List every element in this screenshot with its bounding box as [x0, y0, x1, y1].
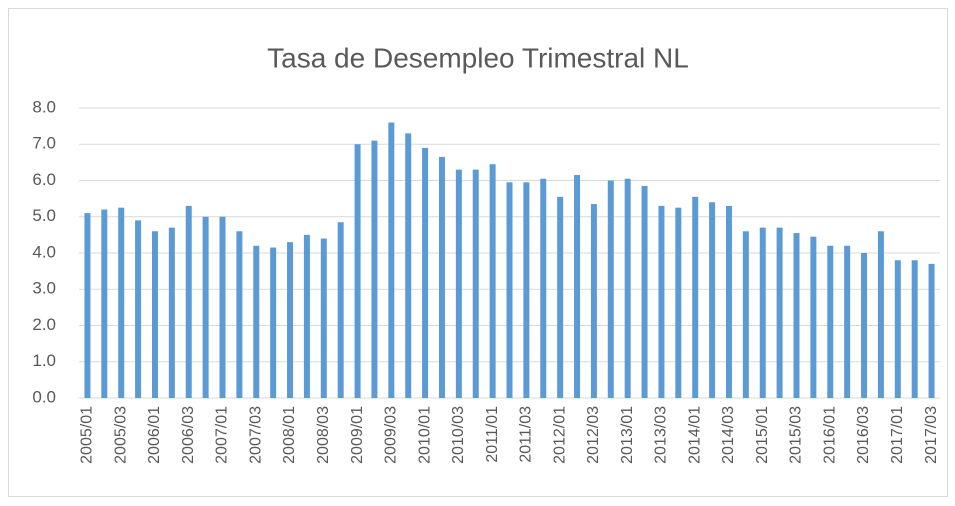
bar — [151, 231, 158, 398]
x-tick-label: 2007/01 — [214, 406, 231, 464]
bar — [692, 196, 699, 398]
y-tick-label: 0.0 — [32, 387, 56, 406]
bar — [709, 202, 716, 398]
bar — [810, 236, 817, 398]
bar — [236, 231, 243, 398]
bar — [506, 182, 513, 398]
bar — [472, 169, 479, 398]
x-tick-label: 2011/01 — [484, 406, 501, 463]
x-tick-label: 2014/03 — [720, 406, 737, 464]
x-tick-label: 2005/01 — [79, 406, 96, 464]
bar — [270, 247, 277, 398]
x-tick-label: 2015/01 — [754, 406, 771, 464]
bar — [590, 204, 597, 398]
bar — [388, 122, 395, 398]
bar — [742, 231, 749, 398]
bar — [861, 253, 868, 398]
bar — [523, 182, 530, 398]
bar — [776, 227, 783, 398]
x-tick-label: 2016/01 — [821, 406, 838, 464]
x-tick-label: 2009/03 — [383, 406, 400, 464]
bar — [168, 227, 175, 398]
x-tick-label: 2006/03 — [180, 406, 197, 464]
x-tick-label: 2008/01 — [281, 406, 298, 464]
bar — [675, 207, 682, 398]
x-tick-label: 2005/03 — [112, 406, 129, 464]
x-tick-label: 2010/03 — [450, 406, 467, 464]
bar — [793, 233, 800, 398]
bar — [827, 245, 834, 398]
bar — [759, 227, 766, 398]
bar — [489, 164, 496, 398]
x-tick-label: 2007/03 — [247, 406, 264, 464]
x-tick-label: 2014/01 — [686, 406, 703, 464]
bar — [574, 175, 581, 398]
bar — [253, 245, 260, 398]
x-tick-label: 2013/01 — [619, 406, 636, 464]
x-tick-label: 2016/03 — [855, 406, 872, 464]
x-tick-label: 2017/03 — [923, 406, 940, 464]
bar — [135, 220, 142, 398]
bar — [894, 260, 901, 398]
bar — [287, 242, 294, 398]
bar — [101, 209, 108, 398]
bar — [725, 205, 732, 398]
bar — [84, 213, 91, 398]
x-tick-label: 2015/03 — [788, 406, 805, 464]
x-tick-label: 2013/03 — [653, 406, 670, 464]
y-tick-label: 5.0 — [32, 206, 56, 225]
bar — [844, 245, 851, 398]
x-tick-label: 2009/01 — [349, 406, 366, 464]
bar — [405, 133, 412, 398]
bar — [219, 216, 226, 398]
x-tick-label: 2017/01 — [889, 406, 906, 464]
bar — [320, 238, 327, 398]
bar — [928, 263, 935, 398]
y-tick-label: 3.0 — [32, 279, 56, 298]
y-tick-label: 2.0 — [32, 315, 56, 334]
x-tick-label: 2006/01 — [146, 406, 163, 464]
bar — [422, 147, 429, 398]
bar — [557, 196, 564, 398]
x-tick-label: 2012/01 — [551, 406, 568, 464]
bar — [185, 205, 192, 398]
bar — [641, 185, 648, 398]
chart-title: Tasa de Desempleo Trimestral NL — [267, 42, 689, 73]
bar — [202, 216, 209, 398]
bar — [354, 144, 361, 398]
bar — [455, 169, 462, 398]
bar — [118, 207, 125, 398]
y-tick-label: 1.0 — [32, 351, 56, 370]
x-tick-label: 2008/03 — [315, 406, 332, 464]
bar — [877, 231, 884, 398]
bar — [438, 156, 445, 398]
bar — [624, 178, 631, 398]
bar — [658, 205, 665, 398]
y-tick-label: 4.0 — [32, 242, 56, 261]
y-tick-label: 8.0 — [32, 97, 56, 116]
bar — [607, 180, 614, 398]
bar — [911, 260, 918, 398]
x-tick-label: 2011/03 — [518, 406, 535, 463]
y-tick-label: 7.0 — [32, 134, 56, 153]
bar — [303, 234, 310, 398]
bar — [371, 140, 378, 398]
y-tick-label: 6.0 — [32, 170, 56, 189]
bar — [540, 178, 547, 398]
x-tick-label: 2012/03 — [585, 406, 602, 464]
bar — [337, 222, 344, 398]
x-tick-label: 2010/01 — [416, 406, 433, 464]
